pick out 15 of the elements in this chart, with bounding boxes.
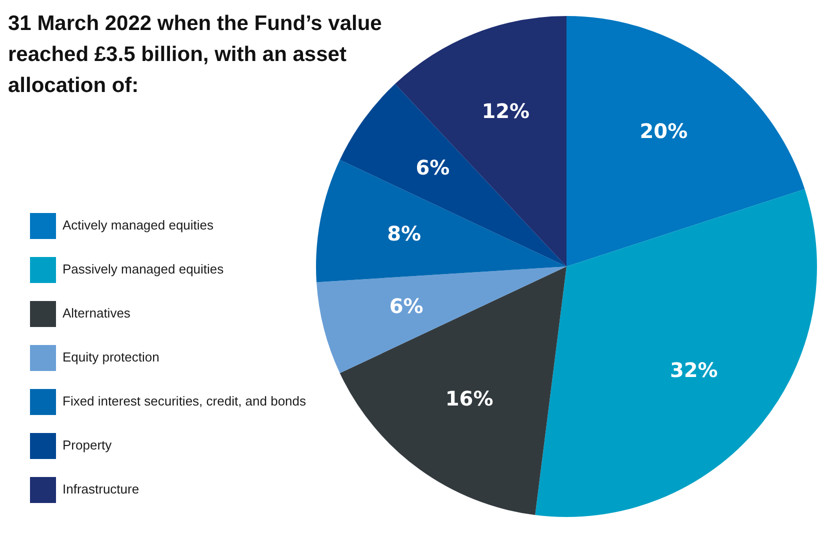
data-label: 8% xyxy=(387,222,422,246)
legend-label: Actively managed equities xyxy=(62,218,214,233)
legend-label: Passively managed equities xyxy=(62,262,224,277)
legend-label: Property xyxy=(62,438,112,453)
data-label: 12% xyxy=(482,98,530,123)
legend-label: Equity protection xyxy=(62,350,160,365)
data-label: 6% xyxy=(389,294,424,318)
text: 31 March 2022 when the Fund’s value reached £3.5 billion, with an asset allocation of: xyxy=(8,11,383,99)
legend-label: Fixed interest securities, credit, and bonds xyxy=(62,394,307,409)
data-label: 6% xyxy=(416,156,450,180)
data-label: 16% xyxy=(445,386,494,410)
legend-label: Infrastructure xyxy=(62,482,140,497)
data-label: 32% xyxy=(670,358,718,382)
legend-label: Alternatives xyxy=(62,306,131,321)
data-label: 20% xyxy=(640,118,688,143)
